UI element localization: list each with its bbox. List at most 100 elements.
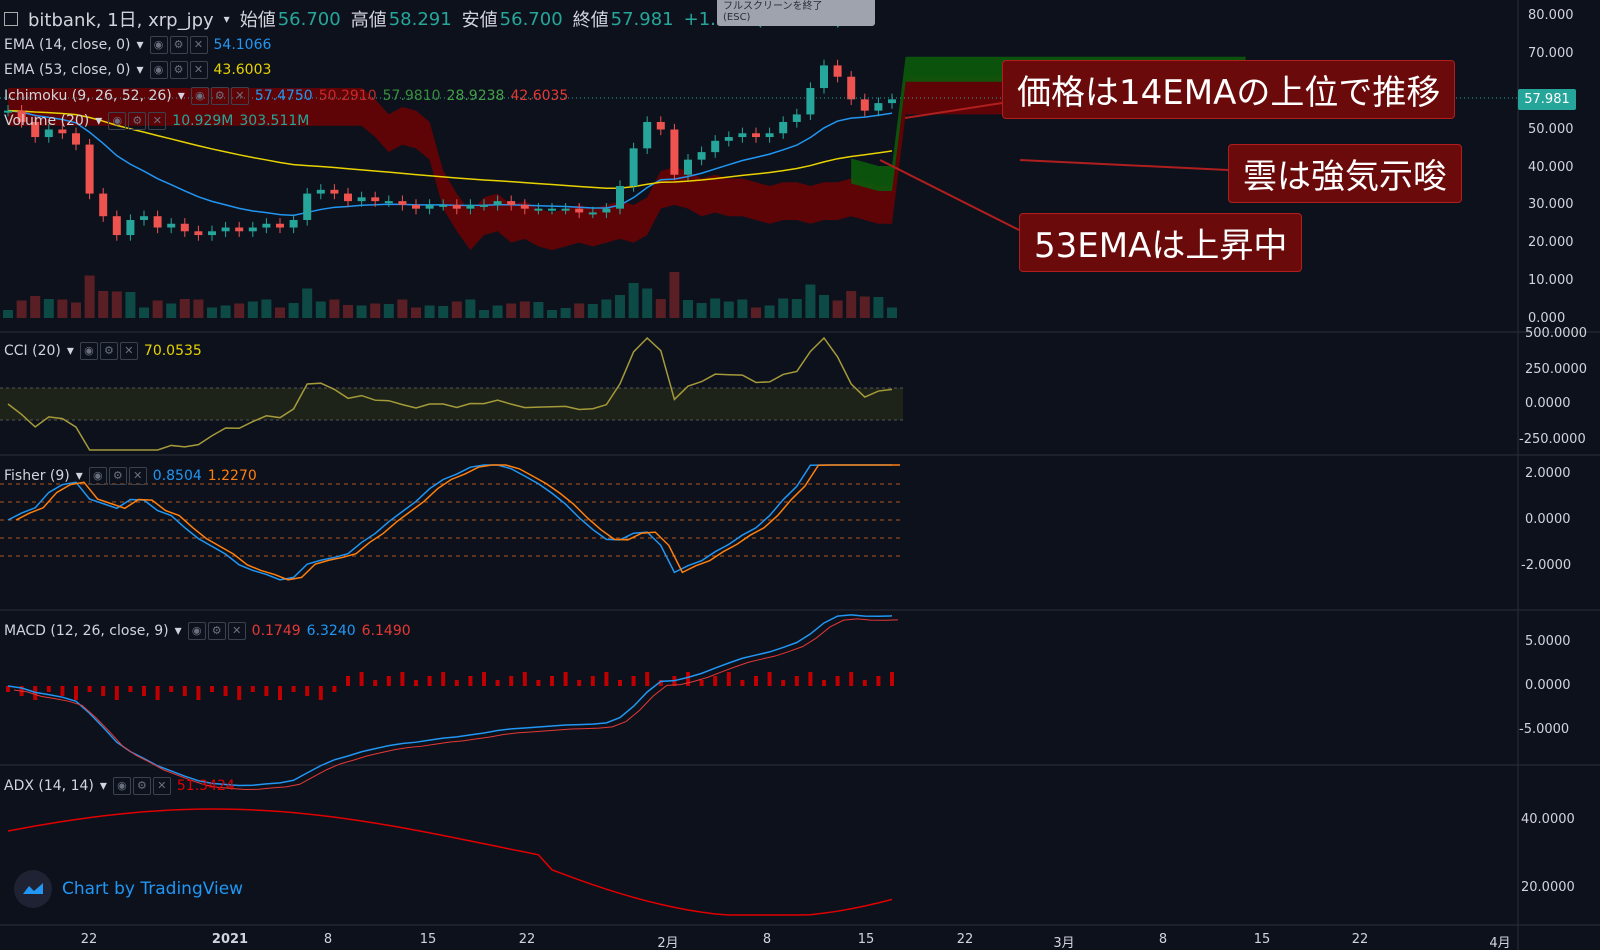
fisher-value-1: 0.8504 <box>152 468 202 484</box>
fisher-value-2: 1.2270 <box>207 468 257 484</box>
chevron-down-icon[interactable]: ▾ <box>66 343 74 359</box>
volume-value-1: 10.929M <box>172 113 234 129</box>
close-icon[interactable]: ✕ <box>148 112 167 130</box>
legend-volume[interactable]: Volume (20) ▾ ◉ ⚙ ✕ 10.929M 303.511M <box>4 112 309 130</box>
legend-ema53-label[interactable]: EMA (53, close, 0) <box>4 62 131 78</box>
fisher-tick: -2.0000 <box>1521 558 1572 573</box>
volume-bar <box>343 305 353 318</box>
annotation-cloud-bullish[interactable]: 雲は強気示唆 <box>1228 144 1462 203</box>
gear-icon[interactable]: ⚙ <box>169 61 188 79</box>
candle-body <box>480 204 488 207</box>
price-tick: 10.000 <box>1528 273 1574 288</box>
chevron-down-icon[interactable]: ▾ <box>174 623 182 639</box>
candle-body <box>412 204 420 209</box>
chevron-down-icon[interactable]: ▾ <box>75 468 83 484</box>
gear-icon[interactable]: ⚙ <box>210 87 229 105</box>
volume-bar <box>234 303 245 318</box>
eye-icon[interactable]: ◉ <box>108 112 127 130</box>
gear-icon[interactable]: ⚙ <box>207 622 226 640</box>
close-icon[interactable]: ✕ <box>119 342 138 360</box>
gear-icon[interactable]: ⚙ <box>108 467 127 485</box>
legend-cci[interactable]: CCI (20) ▾ ◉ ⚙ ✕ 70.0535 <box>4 342 202 360</box>
candle-body <box>616 186 624 209</box>
ichimoku-value-5: 42.6035 <box>510 88 569 104</box>
candle-body <box>765 133 774 138</box>
legend-macd[interactable]: MACD (12, 26, close, 9) ▾ ◉ ⚙ ✕ 0.1749 6.32… <box>4 622 411 640</box>
legend-ema14[interactable]: EMA (14, close, 0) ▾ ◉ ⚙ ✕ 54.1066 <box>4 36 271 54</box>
legend-fisher-label[interactable]: Fisher (9) <box>4 468 70 484</box>
legend-ema53[interactable]: EMA (53, close, 0) ▾ ◉ ⚙ ✕ 43.6003 <box>4 61 271 79</box>
legend-ema14-label[interactable]: EMA (14, close, 0) <box>4 37 131 53</box>
chevron-down-icon[interactable]: ▾ <box>99 778 107 794</box>
eye-icon[interactable]: ◉ <box>112 777 131 795</box>
macd-histogram-bar <box>291 686 296 692</box>
macd-histogram-bar <box>441 672 446 686</box>
gear-icon[interactable]: ⚙ <box>132 777 151 795</box>
close-icon[interactable]: ✕ <box>227 622 246 640</box>
macd-histogram-bar <box>6 686 10 692</box>
volume-bar <box>315 301 326 318</box>
legend-volume-label[interactable]: Volume (20) <box>4 113 90 129</box>
chevron-down-icon[interactable]: ▾ <box>223 12 230 26</box>
close-icon[interactable]: ✕ <box>128 467 147 485</box>
candle-body <box>520 204 529 209</box>
legend-ichimoku[interactable]: Ichimoku (9, 26, 52, 26) ▾ ◉ ⚙ ✕ 57.4750 50… <box>4 87 568 105</box>
eye-icon[interactable]: ◉ <box>149 36 168 54</box>
close-icon[interactable]: ✕ <box>230 87 249 105</box>
symbol-label[interactable]: bitbank, 1日, xrp_jpy <box>28 10 214 31</box>
volume-bar <box>710 298 721 318</box>
legend-macd-label[interactable]: MACD (12, 26, close, 9) <box>4 623 169 639</box>
legend-buttons: ◉ ⚙ ✕ <box>112 777 171 795</box>
legend-adx-label[interactable]: ADX (14, 14) <box>4 778 94 794</box>
legend-ichimoku-label[interactable]: Ichimoku (9, 26, 52, 26) <box>4 88 172 104</box>
ema53-line <box>7 109 893 189</box>
candle-body <box>860 99 869 111</box>
watermark-text[interactable]: Chart by TradingView <box>62 879 244 899</box>
macd-histogram-bar <box>454 680 459 686</box>
candle-body <box>466 204 475 209</box>
volume-bar <box>859 296 870 318</box>
macd-line <box>7 614 893 787</box>
time-tick: 4月 <box>1489 936 1511 950</box>
chevron-down-icon[interactable]: ▾ <box>177 88 185 104</box>
legend-fisher[interactable]: Fisher (9) ▾ ◉ ⚙ ✕ 0.8504 1.2270 <box>4 467 257 485</box>
annotation-pointer <box>879 159 1020 231</box>
gear-icon[interactable]: ⚙ <box>169 36 188 54</box>
eye-icon[interactable]: ◉ <box>149 61 168 79</box>
chevron-down-icon[interactable]: ▾ <box>136 37 144 53</box>
candle-body <box>643 121 652 149</box>
adx-line <box>7 808 893 916</box>
macd-histogram-bar <box>427 676 432 686</box>
candle-body <box>602 208 611 213</box>
close-icon[interactable]: ✕ <box>152 777 171 795</box>
tradingview-watermark[interactable]: Chart by TradingView <box>14 870 243 908</box>
chevron-down-icon[interactable]: ▾ <box>95 113 103 129</box>
candle-body <box>684 159 692 175</box>
annotation-price-above-ema14[interactable]: 価格は14EMAの上位で推移 <box>1002 60 1456 119</box>
high-value: 58.291 <box>388 8 452 30</box>
eye-icon[interactable]: ◉ <box>187 622 206 640</box>
eye-icon[interactable]: ◉ <box>190 87 209 105</box>
gear-icon[interactable]: ⚙ <box>128 112 147 130</box>
annotation-ema53-rising[interactable]: 53EMAは上昇中 <box>1019 213 1303 272</box>
gear-icon[interactable]: ⚙ <box>99 342 118 360</box>
close-icon[interactable]: ✕ <box>189 36 208 54</box>
candle-body <box>656 121 665 130</box>
legend-buttons: ◉ ⚙ ✕ <box>149 36 208 54</box>
eye-icon[interactable]: ◉ <box>79 342 98 360</box>
candle-body <box>548 208 556 211</box>
cci-value: 70.0535 <box>143 343 202 359</box>
legend-cci-label[interactable]: CCI (20) <box>4 343 61 359</box>
volume-bar <box>152 300 163 318</box>
candle-body <box>439 204 448 207</box>
volume-bar <box>220 305 231 318</box>
volume-value-2: 303.511M <box>239 113 310 129</box>
collapse-icon[interactable] <box>4 12 18 26</box>
legend-adx[interactable]: ADX (14, 14) ▾ ◉ ⚙ ✕ 51.3424 <box>4 777 235 795</box>
fisher-trigger-line <box>15 464 900 581</box>
chevron-down-icon[interactable]: ▾ <box>136 62 144 78</box>
candle-body <box>874 103 883 111</box>
close-icon[interactable]: ✕ <box>189 61 208 79</box>
eye-icon[interactable]: ◉ <box>88 467 107 485</box>
